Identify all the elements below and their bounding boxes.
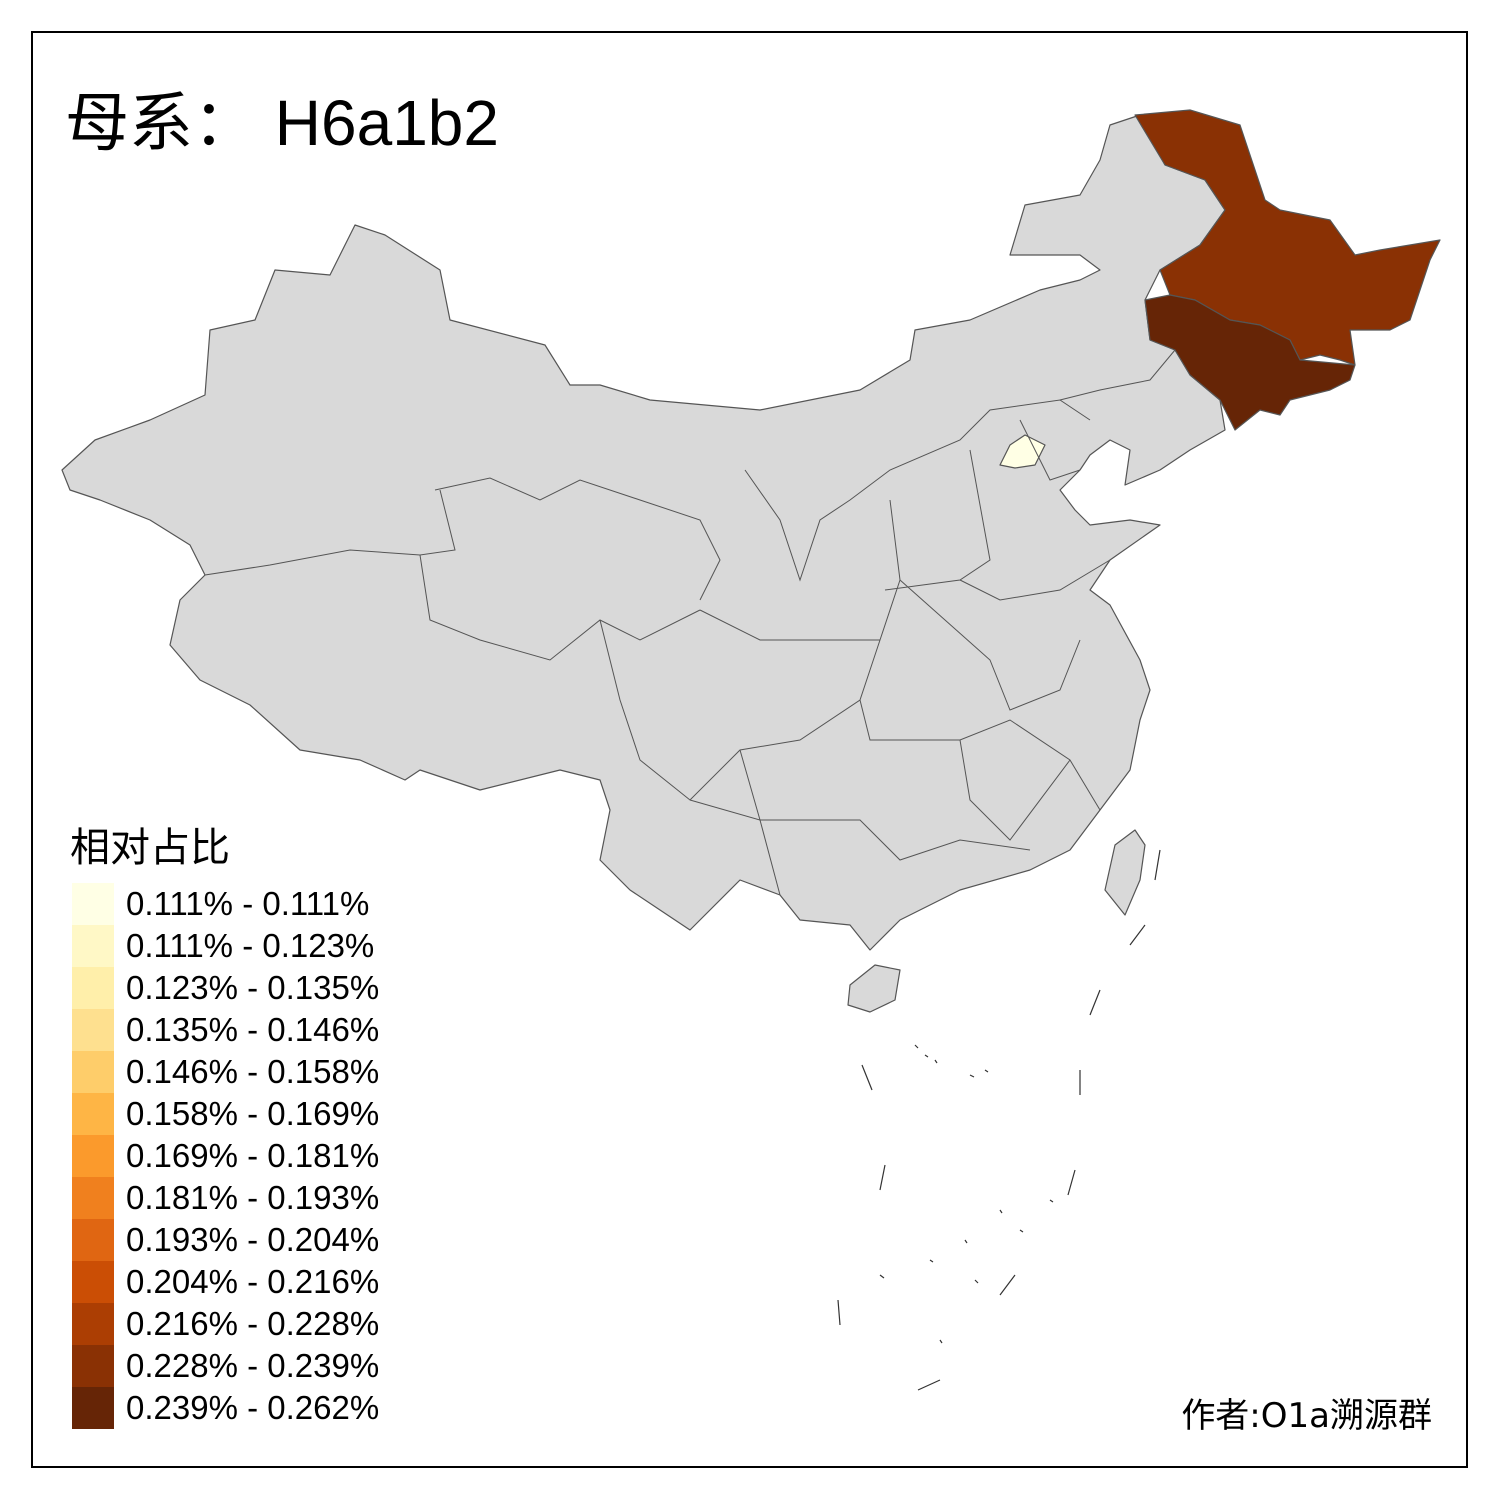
legend-swatch (72, 1303, 114, 1345)
region-heilongjiang[interactable] (1134, 109, 1441, 366)
legend-item: 0.111% - 0.111% (72, 883, 379, 925)
province-borders (204, 349, 1176, 896)
legend-swatch (72, 1387, 114, 1429)
legend-swatch (72, 1009, 114, 1051)
legend-swatch (72, 967, 114, 1009)
legend-label: 0.239% - 0.262% (126, 1389, 380, 1426)
legend-label: 0.216% - 0.228% (126, 1305, 380, 1342)
south-china-sea-islands (837, 849, 1161, 1391)
legend-item: 0.135% - 0.146% (72, 1009, 379, 1051)
region-beijing[interactable] (999, 434, 1046, 469)
region-mainland[interactable] (61, 114, 1226, 951)
legend-swatch (72, 1051, 114, 1093)
legend-label: 0.111% - 0.123% (126, 927, 375, 964)
map-title: 母系： H6a1b2 (65, 72, 499, 164)
legend-label: 0.111% - 0.111% (126, 885, 370, 922)
legend-label: 0.158% - 0.169% (126, 1095, 380, 1132)
legend-label: 0.135% - 0.146% (126, 1011, 380, 1048)
legend-label: 0.204% - 0.216% (126, 1263, 380, 1300)
legend-item: 0.146% - 0.158% (72, 1051, 379, 1093)
legend-title: 相对占比 (70, 825, 230, 871)
legend-item: 0.158% - 0.169% (72, 1093, 379, 1135)
region-hainan[interactable] (847, 964, 901, 1013)
legend-swatch (72, 1177, 114, 1219)
legend-swatch (72, 1219, 114, 1261)
legend-label: 0.181% - 0.193% (126, 1179, 380, 1216)
legend-swatch (72, 1135, 114, 1177)
map-frame (31, 31, 1468, 1468)
legend-item: 0.204% - 0.216% (72, 1261, 379, 1303)
legend-item: 0.239% - 0.262% (72, 1387, 379, 1429)
legend-swatch (72, 925, 114, 967)
legend-label: 0.123% - 0.135% (126, 969, 380, 1006)
legend-swatch (72, 883, 114, 925)
legend-swatch (72, 1345, 114, 1387)
legend-item: 0.193% - 0.204% (72, 1219, 379, 1261)
region-jilin[interactable] (1144, 294, 1356, 431)
legend-item: 0.169% - 0.181% (72, 1135, 379, 1177)
legend-item: 0.216% - 0.228% (72, 1303, 379, 1345)
legend-item: 0.123% - 0.135% (72, 967, 379, 1009)
legend-item: 0.111% - 0.123% (72, 925, 379, 967)
legend-label: 0.193% - 0.204% (126, 1221, 380, 1258)
legend-swatch (72, 1093, 114, 1135)
region-taiwan[interactable] (1104, 829, 1146, 916)
author-credit: 作者:O1a溯源群 (1181, 1396, 1432, 1436)
legend-swatch (72, 1261, 114, 1303)
legend-item: 0.181% - 0.193% (72, 1177, 379, 1219)
title-haplogroup: H6a1b2 (274, 87, 499, 159)
legend: 0.111% - 0.111% 0.111% - 0.123% 0.123% - 0… (72, 883, 379, 1429)
legend-label: 0.146% - 0.158% (126, 1053, 380, 1090)
legend-item: 0.228% - 0.239% (72, 1345, 379, 1387)
legend-label: 0.169% - 0.181% (126, 1137, 380, 1174)
title-prefix: 母系： (65, 87, 257, 161)
legend-label: 0.228% - 0.239% (126, 1347, 380, 1384)
